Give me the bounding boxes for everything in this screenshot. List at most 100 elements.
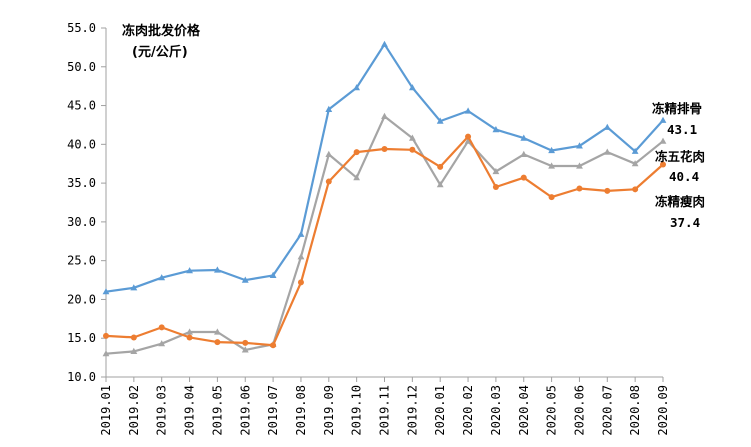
x-tick-label: 2019.06 (238, 385, 252, 436)
series-2 (103, 133, 666, 349)
data-point (632, 186, 639, 193)
x-tick-label: 2020.06 (572, 385, 586, 436)
x-tick-label: 2019.08 (294, 385, 308, 436)
data-point (186, 328, 193, 335)
series-0 (102, 40, 667, 295)
x-tick-label: 2019.02 (127, 385, 141, 436)
data-point (409, 84, 416, 91)
y-tick-label: 10.0 (67, 370, 96, 384)
data-point (576, 162, 583, 169)
x-tick-label: 2020.02 (461, 385, 475, 436)
data-point (548, 146, 555, 154)
data-point (241, 346, 249, 353)
data-point (158, 340, 166, 347)
y-tick-label: 40.0 (67, 137, 96, 151)
series-labels: 冻精排骨 43.1 冻五花肉 40.4 冻精瘦肉 37.4 (652, 101, 705, 230)
data-point (464, 137, 472, 144)
data-point (520, 134, 528, 141)
x-tick-label: 2019.03 (155, 385, 169, 436)
x-tick-label: 2019.10 (350, 385, 364, 436)
data-point (353, 174, 360, 181)
x-tick-label: 2019.04 (183, 385, 197, 436)
data-point (548, 162, 555, 169)
chart-title: 冻肉批发价格 (122, 23, 201, 39)
series-value-label: 43.1 (667, 122, 697, 137)
data-point (381, 40, 388, 47)
data-point (604, 187, 611, 194)
data-point (130, 284, 138, 291)
data-point (437, 163, 444, 170)
data-point (660, 161, 666, 168)
data-point (130, 334, 137, 341)
data-point (241, 276, 249, 283)
data-point (214, 328, 221, 335)
y-tick-label: 25.0 (67, 254, 96, 268)
data-point (297, 253, 305, 260)
series-name-label: 冻精瘦肉 (655, 194, 705, 209)
data-point (270, 342, 277, 349)
axes: 10.0 15.0 20.0 25.0 30.0 35.0 40.0 45.0 50.0 55.0… (67, 21, 670, 436)
data-point (158, 324, 165, 331)
data-point (214, 339, 221, 346)
data-point (130, 347, 138, 354)
series-value-label: 37.4 (670, 215, 700, 230)
data-point (492, 126, 500, 133)
data-point (381, 145, 388, 152)
data-point (603, 123, 611, 130)
data-point (464, 107, 472, 114)
data-point (186, 334, 193, 341)
data-point (353, 149, 360, 156)
y-tick-label: 50.0 (67, 60, 96, 74)
x-tick-label: 2020.05 (545, 385, 559, 436)
data-point (214, 266, 221, 273)
data-point (409, 146, 416, 153)
data-point (325, 178, 332, 185)
x-tick-label: 2019.07 (266, 385, 280, 436)
data-point (353, 84, 360, 91)
y-tick-label: 20.0 (67, 292, 96, 306)
x-tick-label: 2019.01 (99, 385, 113, 436)
data-point (325, 105, 333, 112)
x-tick-label: 2019.09 (322, 385, 336, 436)
data-point (269, 271, 277, 278)
x-tick-label: 2019.12 (405, 385, 419, 436)
y-tick-label: 15.0 (67, 331, 96, 345)
x-tick-label: 2019.11 (378, 385, 392, 436)
data-point (520, 150, 528, 157)
x-tick-label: 2020.08 (628, 385, 642, 436)
series-name-label: 冻精排骨 (652, 101, 702, 116)
data-point (186, 267, 193, 274)
series-1 (102, 112, 667, 357)
data-point (548, 194, 555, 201)
data-point (325, 150, 333, 157)
series-line (105, 115, 664, 355)
data-point (520, 174, 527, 181)
data-point (297, 279, 304, 286)
series-name-label: 冻五花肉 (655, 149, 705, 164)
data-point (631, 147, 639, 154)
series-layer (102, 40, 667, 357)
y-tick-label: 45.0 (67, 99, 96, 113)
y-tick-label: 35.0 (67, 176, 96, 190)
data-point (409, 134, 416, 141)
data-point (659, 116, 667, 123)
data-point (492, 167, 500, 175)
data-point (603, 148, 611, 155)
data-point (158, 274, 166, 281)
data-point (659, 137, 667, 144)
data-point (576, 185, 583, 192)
data-point (631, 160, 639, 167)
data-point (103, 332, 109, 339)
x-tick-label: 2020.01 (433, 385, 447, 436)
x-tick-label: 2020.07 (600, 385, 614, 436)
data-point (102, 350, 110, 357)
data-point (297, 230, 305, 237)
data-point (576, 142, 583, 149)
x-tick-label: 2020.04 (517, 385, 531, 436)
chart-unit: (元/公斤) (132, 44, 188, 60)
data-point (102, 288, 110, 295)
data-point (492, 183, 499, 190)
x-tick-label: 2020.09 (656, 385, 670, 436)
data-point (436, 181, 444, 188)
